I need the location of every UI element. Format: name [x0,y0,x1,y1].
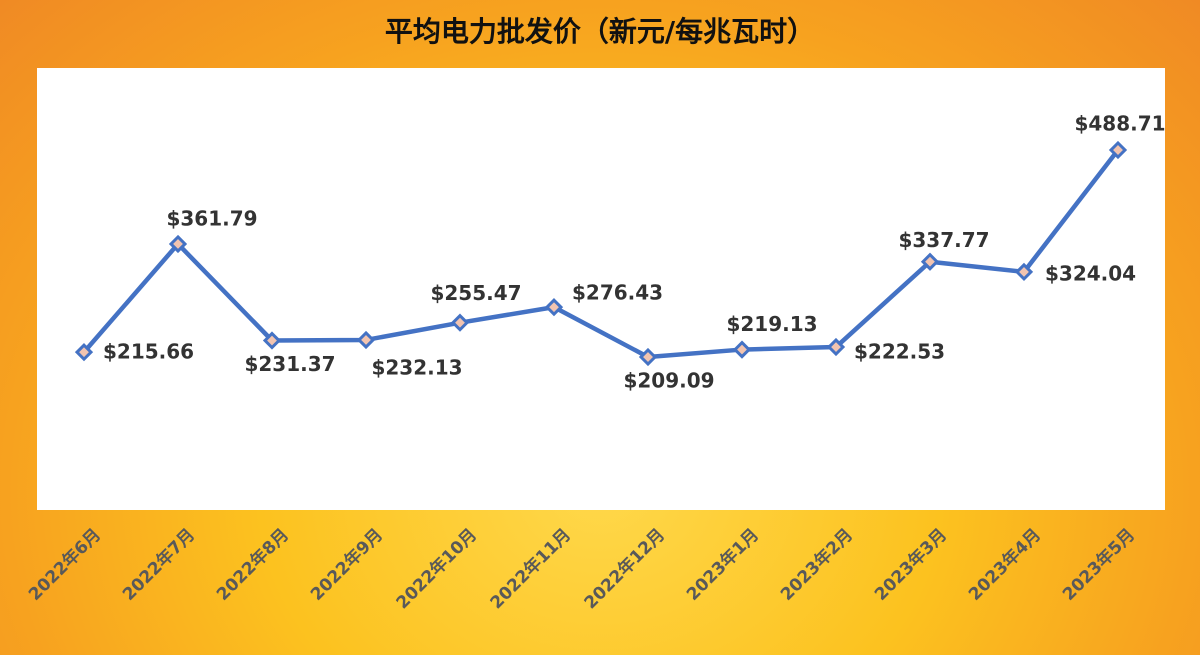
marker [732,340,752,359]
series-line [82,148,1120,360]
marker [356,330,376,350]
x-tick-label: 2022年12月 [580,524,669,613]
data-label: $276.43 [572,281,663,305]
data-label: $209.09 [623,369,714,393]
chart-title: 平均电力批发价（新元/每兆瓦时） [385,15,815,48]
data-label: $337.77 [898,228,989,252]
x-tick-label: 2023年4月 [964,524,1045,605]
x-tick-label: 2022年9月 [306,524,387,605]
data-label: $222.53 [854,340,945,364]
marker [920,252,940,271]
data-label: $219.13 [726,312,817,336]
marker [450,313,470,332]
marker [262,331,282,350]
x-tick-label: 2022年7月 [118,524,199,605]
marker [826,337,846,357]
x-tick-label: 2023年3月 [870,524,951,605]
x-tick-label: 2022年10月 [392,524,481,613]
x-tick-label: 2022年8月 [212,524,293,605]
data-label: $324.04 [1045,261,1136,285]
data-label: $488.71 [1074,112,1165,136]
marker [638,347,658,367]
data-label: $215.66 [103,340,194,364]
data-label: $232.13 [371,355,462,379]
marker [74,343,94,362]
x-tick-label: 2023年2月 [776,524,857,605]
data-label: $361.79 [166,206,257,230]
data-label: $231.37 [244,352,335,376]
marker [168,234,188,254]
x-tick-label: 2023年1月 [682,524,763,605]
x-tick-label: 2022年11月 [486,524,575,613]
data-label: $255.47 [430,281,521,305]
plot-area [37,68,1165,510]
marker [1108,140,1128,160]
x-tick-label: 2022年6月 [24,524,105,605]
marker [1014,262,1034,282]
marker [544,298,564,317]
x-tick-label: 2023年5月 [1058,524,1139,605]
